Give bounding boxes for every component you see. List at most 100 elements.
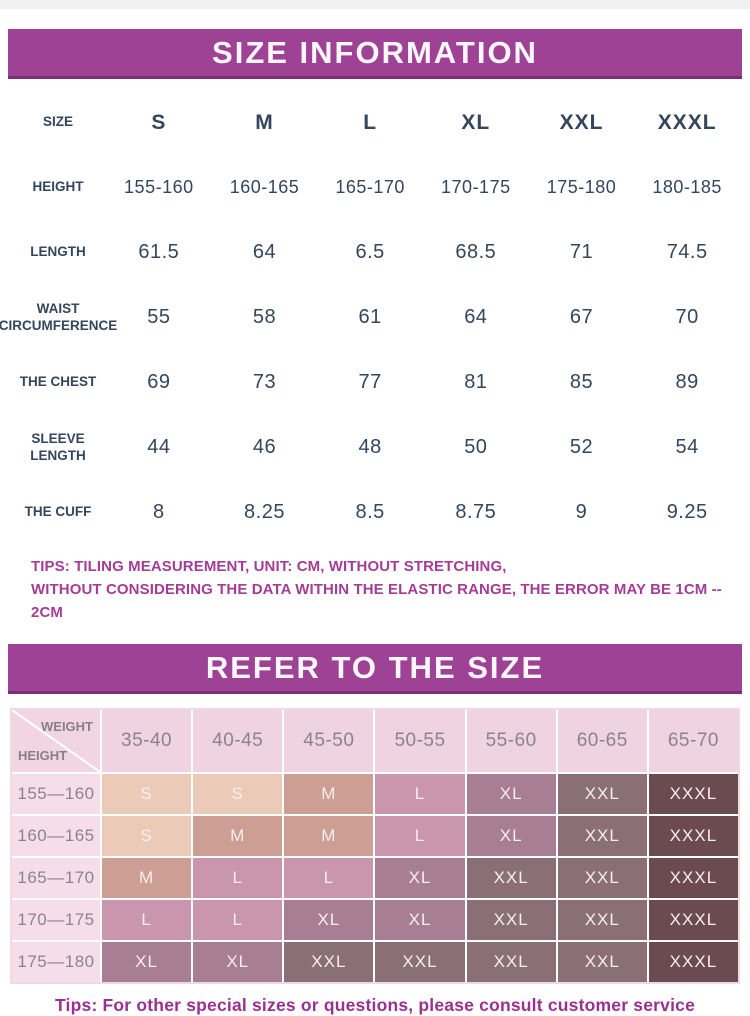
- size-cell: XXL: [557, 900, 647, 940]
- size-col-header: XXL: [559, 110, 604, 134]
- height-row-header: 175—180: [12, 942, 100, 982]
- size-cell: M: [193, 816, 283, 856]
- size-col-header: L: [363, 110, 378, 134]
- table-value: 175-180: [546, 177, 617, 197]
- table-value: 67: [569, 306, 594, 328]
- size-cell: L: [375, 774, 465, 814]
- tips-line-1: TIPS: TILING MEASUREMENT, UNIT: CM, WITH…: [31, 558, 507, 575]
- table-value: 52: [569, 436, 594, 458]
- weight-col-header: 45-50: [284, 710, 374, 772]
- table-value: 8.25: [244, 501, 285, 523]
- table-value: 77: [358, 371, 382, 393]
- size-cell: XL: [466, 816, 556, 856]
- table-value: 89: [675, 371, 699, 393]
- table-value: 74.5: [666, 241, 708, 263]
- size-col-header: S: [151, 110, 167, 134]
- size-cell: XL: [284, 900, 374, 940]
- size-cell: XL: [466, 774, 556, 814]
- row-label-the-cuff: THE CUFF: [24, 504, 92, 520]
- size-cell: S: [102, 816, 192, 856]
- size-cell: XL: [375, 858, 465, 898]
- weight-col-header: 40-45: [193, 710, 283, 772]
- table-value: 54: [675, 436, 699, 458]
- size-reference-chart: WEIGHT HEIGHT 35-40 40-45 45-50 50-55 55…: [10, 708, 740, 984]
- size-cell: L: [193, 858, 283, 898]
- table-value: 46: [252, 436, 277, 458]
- table-value: 55: [147, 306, 171, 328]
- table-value: 70: [675, 306, 699, 328]
- corner-label-height: HEIGHT: [18, 748, 68, 763]
- table-value: 69: [147, 371, 171, 393]
- corner-label-weight: WEIGHT: [41, 719, 93, 734]
- table-value: 58: [252, 306, 277, 328]
- table-value: 155-160: [124, 177, 194, 197]
- table-value: 71: [569, 241, 594, 263]
- size-cell: XXXL: [648, 858, 738, 898]
- table-value: 8: [153, 501, 165, 523]
- size-cell: XL: [102, 942, 192, 982]
- section-title-refer-to-the-size: REFER TO THE SIZE: [8, 644, 742, 694]
- table-value: 44: [147, 436, 171, 458]
- table-value: 165-170: [335, 177, 405, 197]
- table-value: 170-175: [441, 177, 511, 197]
- table-value: 8.5: [355, 501, 385, 523]
- size-cell: XXXL: [648, 900, 738, 940]
- size-cell: XL: [375, 900, 465, 940]
- row-label-sleeve-length: SLEEVE LENGTH: [30, 430, 86, 463]
- table-value: 160-165: [229, 177, 300, 197]
- size-cell: L: [375, 816, 465, 856]
- size-cell: XL: [193, 942, 283, 982]
- table-value: 6.5: [355, 241, 385, 263]
- table-value: 48: [358, 436, 382, 458]
- table-value: 85: [569, 371, 594, 393]
- weight-col-header: 65-70: [648, 710, 738, 772]
- section-title-size-information: SIZE INFORMATION: [8, 29, 742, 79]
- size-col-header: XL: [461, 110, 491, 134]
- size-cell: XXL: [284, 942, 374, 982]
- size-cell: XXL: [557, 942, 647, 982]
- size-cell: L: [102, 900, 192, 940]
- size-cell: XXL: [557, 816, 647, 856]
- size-cell: XXXL: [648, 816, 738, 856]
- size-cell: XXXL: [648, 774, 738, 814]
- table-value: 64: [252, 241, 277, 263]
- row-label-waist-circumference: WAIST CIRCUMFERENCE: [0, 300, 118, 333]
- weight-col-header: 50-55: [375, 710, 465, 772]
- size-cell: XXXL: [648, 942, 738, 982]
- size-cell: XXL: [466, 858, 556, 898]
- height-row-header: 170—175: [12, 900, 100, 940]
- size-cell: M: [102, 858, 192, 898]
- height-row-header: 155—160: [12, 774, 100, 814]
- table-value: 180-185: [652, 177, 722, 197]
- size-cell: S: [102, 774, 192, 814]
- size-cell: L: [284, 858, 374, 898]
- table-value: 61.5: [138, 241, 180, 263]
- table-value: 64: [464, 306, 488, 328]
- size-cell: XXL: [557, 774, 647, 814]
- table-value: 81: [464, 371, 488, 393]
- customer-service-tip: Tips: For other special sizes or questio…: [54, 995, 696, 1015]
- table-value: 50: [464, 436, 488, 458]
- tips-line-2: WITHOUT CONSIDERING THE DATA WITHIN THE …: [31, 581, 722, 621]
- size-measurement-table: SIZE S M L XL XXL XXXL HEIGHT 155-160 16…: [0, 90, 740, 545]
- height-row-header: 160—165: [12, 816, 100, 856]
- measurement-tips: TIPS: TILING MEASUREMENT, UNIT: CM, WITH…: [31, 555, 730, 624]
- size-col-header: M: [255, 110, 274, 134]
- corner-header-cell: WEIGHT HEIGHT: [12, 710, 100, 772]
- table-value: 68.5: [455, 241, 497, 263]
- table-value: 9.25: [666, 501, 708, 523]
- table-value: 61: [358, 306, 382, 328]
- weight-col-header: 35-40: [102, 710, 192, 772]
- size-cell: M: [284, 774, 374, 814]
- size-cell: S: [193, 774, 283, 814]
- table-value: 8.75: [455, 501, 497, 523]
- weight-col-header: 55-60: [466, 710, 556, 772]
- table-value: 73: [252, 371, 277, 393]
- size-cell: XXL: [466, 942, 556, 982]
- weight-col-header: 60-65: [557, 710, 647, 772]
- size-cell: XXL: [375, 942, 465, 982]
- table-value: 9: [575, 501, 588, 523]
- size-cell: XXL: [466, 900, 556, 940]
- size-cell: XXL: [557, 858, 647, 898]
- size-col-header: XXXL: [657, 110, 717, 134]
